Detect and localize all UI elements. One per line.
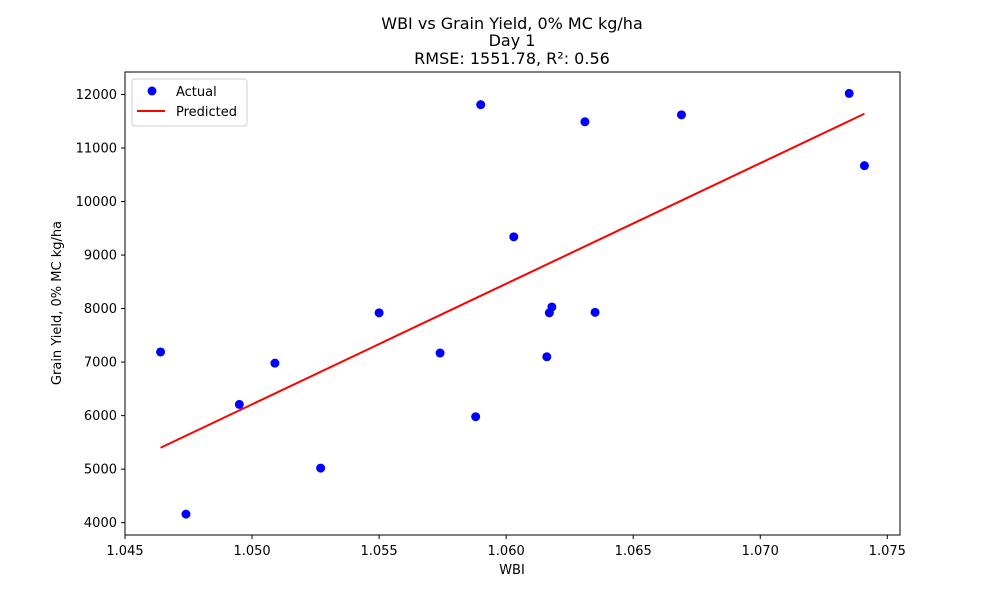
- y-tick-label: 5000: [84, 463, 117, 478]
- legend: Actual Predicted: [131, 78, 248, 127]
- legend-label-actual: Actual: [176, 85, 217, 100]
- plot-frame: [124, 71, 901, 536]
- y-tick-label: 12000: [76, 88, 117, 103]
- actual-point: [156, 347, 166, 357]
- x-axis-ticks: 1.045 1.050 1.055 1.060 1.065 1.070 1.075: [106, 535, 906, 559]
- y-tick-label: 4000: [84, 516, 117, 531]
- actual-point: [580, 117, 590, 127]
- actual-points-layer: [156, 88, 869, 519]
- x-tick-label: 1.065: [615, 544, 652, 559]
- actual-point: [590, 307, 600, 317]
- actual-point: [181, 509, 191, 519]
- chart-title: WBI vs Grain Yield, 0% MC kg/ha Day 1 RM…: [381, 14, 643, 68]
- actual-point: [270, 358, 280, 368]
- x-tick-label: 1.045: [106, 544, 143, 559]
- predicted-line: [160, 112, 865, 449]
- actual-point: [435, 348, 445, 358]
- actual-point: [547, 302, 557, 312]
- actual-point: [676, 110, 686, 120]
- predicted-line-layer: [160, 112, 865, 449]
- legend-marker-actual: [147, 86, 157, 96]
- y-tick-label: 6000: [84, 409, 117, 424]
- plot-area: [125, 72, 900, 535]
- x-tick-label: 1.070: [742, 544, 779, 559]
- y-tick-label: 8000: [84, 302, 117, 317]
- y-axis-ticks: 4000 5000 6000 7000 8000 9000 10000 11000 12000: [76, 88, 125, 531]
- actual-point: [509, 232, 519, 242]
- y-axis-label: Grain Yield, 0% MC kg/ha: [50, 221, 65, 385]
- chart-title-line-2: Day 1: [489, 31, 536, 50]
- actual-point: [844, 88, 854, 98]
- actual-point: [859, 161, 869, 171]
- y-tick-label: 10000: [76, 195, 117, 210]
- x-tick-label: 1.075: [869, 544, 906, 559]
- x-tick-label: 1.055: [360, 544, 397, 559]
- actual-point: [471, 412, 481, 422]
- x-axis-label: WBI: [499, 563, 525, 578]
- y-tick-label: 9000: [84, 249, 117, 264]
- y-tick-label: 7000: [84, 356, 117, 371]
- actual-point: [542, 352, 552, 362]
- actual-point: [374, 308, 384, 318]
- chart-title-line-1: WBI vs Grain Yield, 0% MC kg/ha: [381, 14, 643, 33]
- y-tick-label: 11000: [76, 142, 117, 157]
- legend-label-predicted: Predicted: [176, 105, 237, 120]
- x-tick-label: 1.060: [488, 544, 525, 559]
- actual-point: [234, 399, 244, 409]
- chart-title-line-3: RMSE: 1551.78, R²: 0.56: [414, 49, 610, 68]
- actual-point: [316, 463, 326, 473]
- legend-box: [131, 78, 248, 127]
- actual-point: [476, 100, 486, 110]
- x-tick-label: 1.050: [233, 544, 270, 559]
